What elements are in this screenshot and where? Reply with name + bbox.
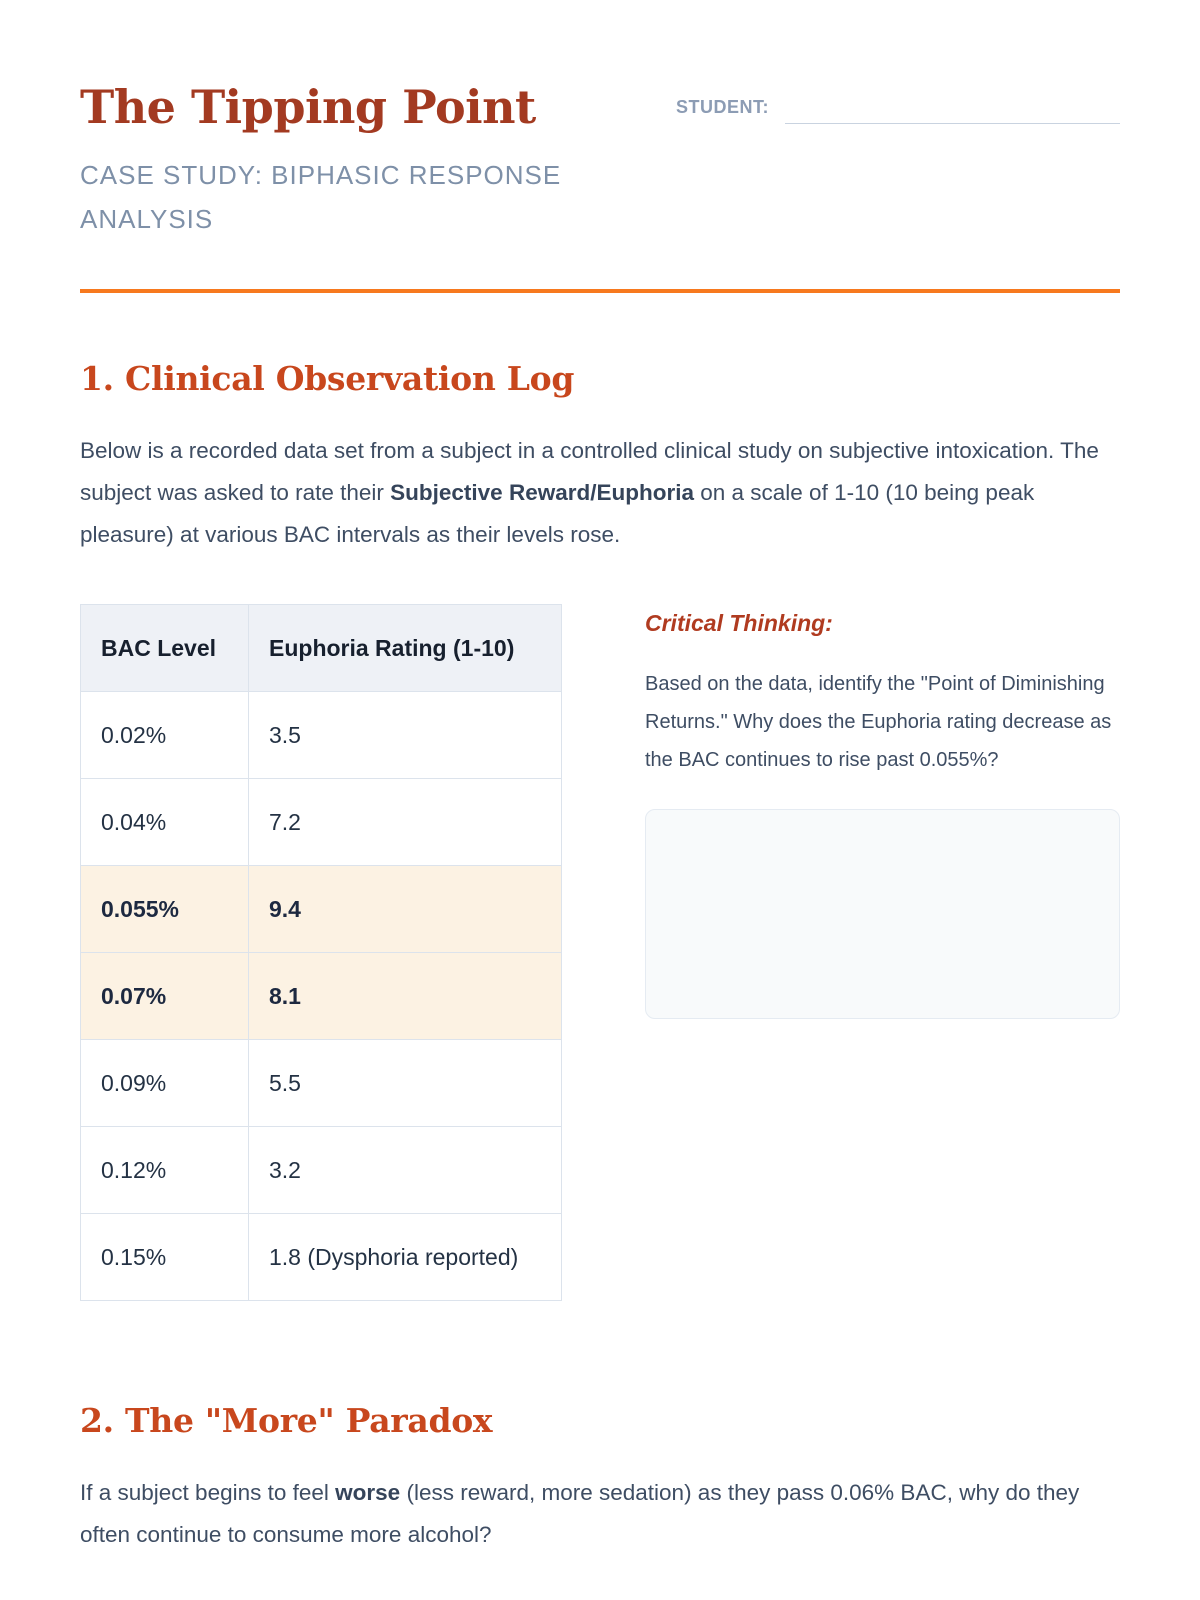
answer-box[interactable] xyxy=(645,808,1120,1019)
table-row: 0.15% 1.8 (Dysphoria reported) xyxy=(80,1212,562,1301)
table-row: 0.12% 3.2 xyxy=(80,1125,562,1214)
section2-paragraph: If a subject begins to feel worse (less … xyxy=(80,1472,1120,1556)
bac-cell: 0.02% xyxy=(80,690,249,779)
rating-cell: 9.4 xyxy=(248,864,562,953)
table-row: 0.09% 5.5 xyxy=(80,1038,562,1127)
student-label: STUDENT: xyxy=(676,97,769,117)
section-divider xyxy=(80,288,1120,293)
table-row: 0.02% 3.5 xyxy=(80,690,562,779)
student-name-field[interactable] xyxy=(785,90,1120,124)
section1-heading: 1. Clinical Observation Log xyxy=(80,358,575,398)
intro-text-bold: Subjective Reward/Euphoria xyxy=(390,479,694,505)
column-header-euphoria: Euphoria Rating (1-10) xyxy=(248,603,562,692)
page-title: The Tipping Point xyxy=(80,80,536,134)
student-block: STUDENT: xyxy=(676,82,1120,124)
bac-cell: 0.12% xyxy=(80,1125,249,1214)
page-subtitle: CASE STUDY: BIPHASIC RESPONSE ANALYSIS xyxy=(80,159,562,234)
table-header-row: BAC Level Euphoria Rating (1-10) xyxy=(80,603,562,692)
column-header-bac: BAC Level xyxy=(80,603,249,692)
title-block: The Tipping Point CASE STUDY: BIPHASIC R… xyxy=(80,82,640,241)
paradox-text-part2: (less reward, more sedation) as they pas… xyxy=(80,1479,1080,1547)
rating-cell: 5.5 xyxy=(248,1038,562,1127)
section1-intro-paragraph: Below is a recorded data set from a subj… xyxy=(80,430,1120,556)
table-row-highlighted: 0.055% 9.4 xyxy=(80,864,562,953)
rating-cell: 1.8 (Dysphoria reported) xyxy=(248,1212,562,1301)
bac-cell: 0.055% xyxy=(80,864,249,953)
bac-cell: 0.07% xyxy=(80,951,249,1040)
bac-euphoria-table: BAC Level Euphoria Rating (1-10) 0.02% 3… xyxy=(80,603,562,1301)
rating-cell: 7.2 xyxy=(248,777,562,866)
paradox-text-bold: worse xyxy=(335,1479,401,1505)
bac-cell: 0.15% xyxy=(80,1212,249,1301)
intro-text-part1: Below is a recorded data set from a subj… xyxy=(80,437,1099,505)
critical-thinking-question: Based on the data, identify the "Point o… xyxy=(645,672,1112,771)
table-row-highlighted: 0.07% 8.1 xyxy=(80,951,562,1040)
section2-heading: 2. The "More" Paradox xyxy=(80,1400,493,1440)
critical-thinking-panel: Critical Thinking: Based on the data, id… xyxy=(645,604,1120,1019)
rating-cell: 3.2 xyxy=(248,1125,562,1214)
table-row: 0.04% 7.2 xyxy=(80,777,562,866)
rating-cell: 8.1 xyxy=(248,951,562,1040)
observation-columns: BAC Level Euphoria Rating (1-10) 0.02% 3… xyxy=(80,603,1120,1301)
rating-cell: 3.5 xyxy=(248,690,562,779)
intro-text-part2: on a scale of 1-10 (10 being peak pleasu… xyxy=(80,479,1035,547)
bac-cell: 0.04% xyxy=(80,777,249,866)
critical-thinking-heading: Critical Thinking: xyxy=(645,609,833,636)
header: The Tipping Point CASE STUDY: BIPHASIC R… xyxy=(80,82,1120,241)
bac-cell: 0.09% xyxy=(80,1038,249,1127)
paradox-text-part1: If a subject begins to feel xyxy=(80,1479,336,1505)
